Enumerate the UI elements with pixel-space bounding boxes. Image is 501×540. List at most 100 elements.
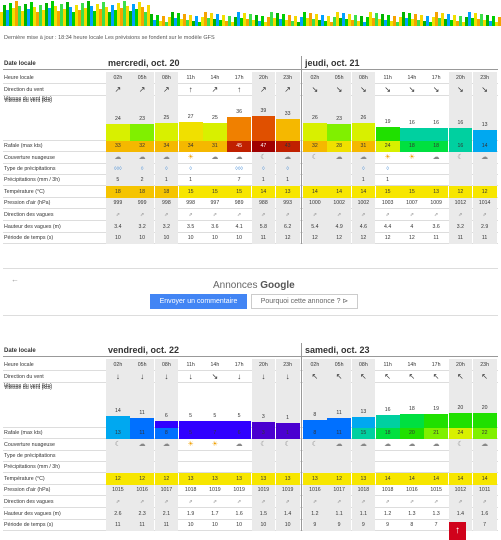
gust-cell: 11 bbox=[327, 428, 351, 439]
wind-speed-value: 19 bbox=[384, 119, 391, 125]
period-cell: 9 bbox=[351, 520, 376, 531]
cloud-icon: ☁ bbox=[235, 441, 243, 448]
gust-cell: 18 bbox=[424, 141, 448, 152]
wind-speed-value: 39 bbox=[260, 108, 267, 114]
wind-speed-fill bbox=[178, 122, 203, 141]
wind-strip-segment bbox=[198, 22, 201, 26]
pressure-cell: 1003 bbox=[381, 200, 394, 206]
row-vit: Vitesse du vent (kts) 14 11 6 5 5 5 3 1 8 11 13 16 18… bbox=[3, 383, 498, 428]
wave-dir-icon: ⇗ bbox=[106, 496, 130, 508]
pressure-cell: 1002 bbox=[351, 198, 376, 209]
temp-cell: 14 bbox=[448, 473, 473, 485]
gust-cell: 6 bbox=[227, 428, 251, 439]
wind-strip-segment bbox=[471, 18, 474, 26]
gust-cell: 24 bbox=[375, 141, 400, 152]
wind-strip-segment bbox=[375, 13, 378, 26]
wind-strip-segment bbox=[54, 6, 57, 26]
wind-strip-segment bbox=[321, 15, 324, 26]
wind-strip-segment bbox=[312, 19, 315, 26]
wind-strip-segment bbox=[114, 10, 117, 26]
wind-strip-segment bbox=[438, 18, 441, 26]
wind-strip-segment bbox=[261, 16, 264, 26]
cloud-icon: ☾ bbox=[251, 439, 276, 451]
temp-cell: 13 bbox=[275, 186, 300, 198]
hour-cell: 14h bbox=[407, 75, 417, 81]
pressure-cell: 999 bbox=[106, 198, 130, 209]
period-cell: 11 bbox=[130, 520, 154, 531]
hour-cell: 02h bbox=[303, 359, 327, 371]
hour-cell: 20h bbox=[251, 72, 276, 84]
hour-cell: 11h bbox=[383, 75, 392, 81]
wind-arrow-icon: ↘ bbox=[448, 84, 473, 96]
wind-strip-segment bbox=[357, 21, 360, 26]
wave-dir-icon: ⇗ bbox=[327, 209, 351, 221]
precip-cell: 1 bbox=[351, 175, 376, 186]
gust-cell: 32 bbox=[130, 141, 154, 152]
wind-arrow-icon: ↘ bbox=[408, 85, 416, 94]
wind-strip-segment bbox=[489, 21, 492, 26]
wind-strip-segment bbox=[303, 12, 306, 26]
wind-speed-value: 20 bbox=[481, 405, 488, 411]
wind-strip-segment bbox=[276, 13, 279, 26]
pressure-cell: 989 bbox=[234, 200, 244, 206]
wave-height-cell: 2.1 bbox=[154, 508, 179, 520]
wind-speed-bar: 14 bbox=[106, 383, 130, 428]
period-cell: 11 bbox=[251, 233, 276, 244]
wind-arrow-icon: ↘ bbox=[432, 85, 440, 94]
wind-speed-fill bbox=[448, 128, 473, 141]
temp-cell: 12 bbox=[154, 473, 179, 485]
ad-back-arrow-icon[interactable]: ← bbox=[11, 275, 19, 284]
temp-cell: 14 bbox=[424, 473, 448, 485]
wind-speed-fill bbox=[303, 420, 327, 428]
pressure-cell: 1017 bbox=[327, 485, 351, 496]
row-label-vit: Vitesse du vent (kts) bbox=[4, 96, 52, 102]
temp-cell: 12 bbox=[327, 473, 351, 485]
wind-arrow-icon: ↓ bbox=[188, 372, 193, 381]
temp-cell: 14 bbox=[375, 473, 400, 485]
why-this-ad-button[interactable]: Pourquoi cette annonce ? ⊳ bbox=[251, 294, 358, 309]
wind-strip-segment bbox=[150, 14, 153, 26]
temp-cell: 14 bbox=[400, 473, 424, 485]
wind-strip-segment bbox=[108, 12, 111, 26]
period-cell: 10 bbox=[130, 233, 154, 244]
hour-cell: 23h bbox=[275, 359, 300, 371]
wave-height-cell: 4 bbox=[410, 224, 414, 230]
wind-strip-segment bbox=[294, 16, 297, 26]
wind-speed-bar: 18 bbox=[400, 383, 424, 428]
temp-cell: 12 bbox=[472, 186, 497, 198]
wind-strip-segment bbox=[87, 1, 90, 26]
wind-speed-fill bbox=[400, 128, 424, 141]
precip-type-icon bbox=[106, 451, 130, 462]
wave-height-cell: 1.1 bbox=[327, 508, 351, 520]
wind-strip-segment bbox=[120, 8, 123, 26]
pressure-cell: 1014 bbox=[472, 198, 497, 209]
wind-strip-segment bbox=[42, 10, 45, 26]
wind-speed-value: 25 bbox=[163, 115, 170, 121]
wind-speed-bar: 11 bbox=[130, 383, 154, 428]
wind-speed-fill bbox=[275, 423, 300, 428]
temp-cell: 15 bbox=[203, 186, 227, 198]
pressure-cell: 999 bbox=[130, 198, 154, 209]
precip-type-icon: ◊◊◊ bbox=[235, 166, 243, 172]
row-prec: Précipitations (mm / 3h) bbox=[3, 462, 498, 473]
wind-speed-value: 14 bbox=[114, 408, 121, 414]
scroll-to-top-button[interactable]: ↑ bbox=[449, 522, 466, 540]
send-feedback-button[interactable]: Envoyer un commentaire bbox=[150, 294, 247, 309]
wave-height-cell: 1.3 bbox=[408, 511, 416, 517]
precip-type-icon: ◊ bbox=[130, 164, 154, 175]
temp-cell: 13 bbox=[275, 473, 300, 485]
wind-speed-fill bbox=[351, 417, 376, 428]
wind-strip-segment bbox=[48, 8, 51, 26]
wave-dir-icon: ⇗ bbox=[472, 496, 497, 508]
hour-cell: 23h bbox=[472, 72, 497, 84]
period-cell: 10 bbox=[211, 235, 218, 241]
wind-strip-segment bbox=[318, 20, 321, 26]
period-cell: 10 bbox=[251, 520, 276, 531]
precip-cell: 1 bbox=[154, 175, 179, 186]
wind-strip-segment bbox=[183, 14, 186, 26]
wind-arrow-icon: ↘ bbox=[472, 84, 497, 96]
gust-cell: 32 bbox=[303, 141, 327, 152]
wind-speed-bar: 16 bbox=[375, 383, 400, 428]
wave-dir-icon: ⇗ bbox=[154, 209, 179, 221]
wind-strip-segment bbox=[297, 22, 300, 26]
